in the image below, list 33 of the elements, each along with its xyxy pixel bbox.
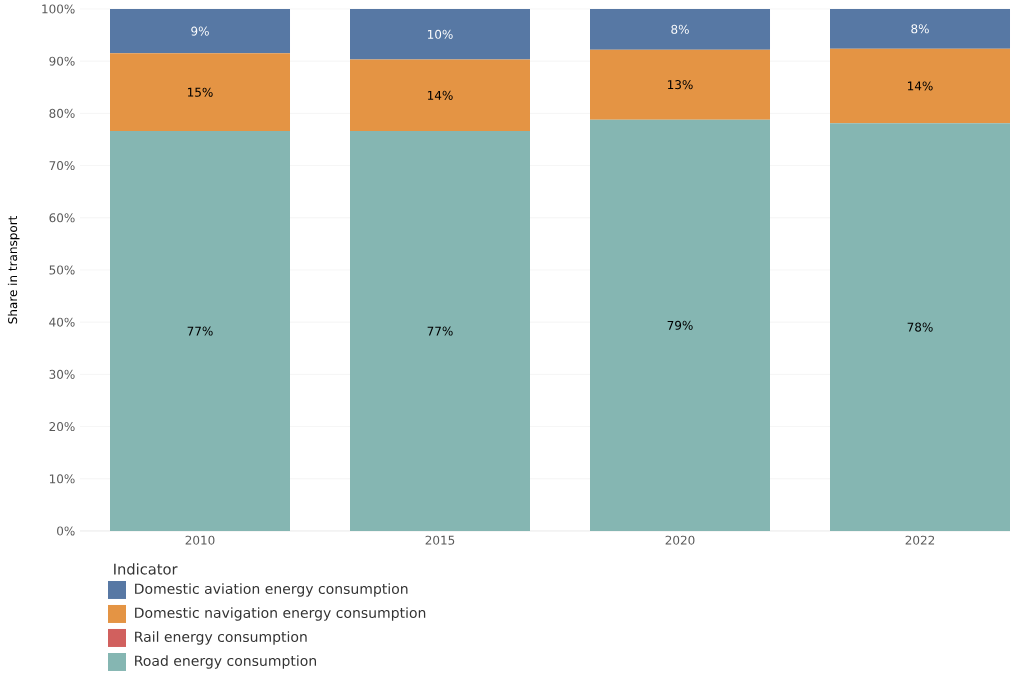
x-tick-label: 2022: [905, 535, 935, 545]
data-label: 10%: [427, 29, 453, 39]
y-tick-label: 100%: [42, 4, 75, 14]
data-label: 78%: [907, 322, 933, 332]
y-tick-label: 80%: [49, 108, 75, 118]
y-tick-label: 50%: [49, 265, 75, 275]
y-tick-label: 70%: [49, 160, 75, 171]
data-label: 77%: [187, 326, 213, 336]
y-tick-label: 0%: [57, 526, 75, 536]
x-tick-label: 2010: [185, 535, 215, 545]
data-label: 79%: [667, 320, 693, 330]
y-axis-title: Share in transport: [7, 215, 20, 324]
data-label: 15%: [187, 87, 213, 97]
data-label: 14%: [907, 81, 933, 91]
data-label: 8%: [671, 24, 689, 34]
data-label: 8%: [911, 24, 929, 34]
data-label: 9%: [191, 26, 209, 36]
y-tick-label: 40%: [49, 317, 75, 327]
data-label: 14%: [427, 90, 453, 100]
y-tick-label: 60%: [49, 213, 75, 223]
legend-title: Indicator: [114, 563, 178, 575]
y-tick-label: 90%: [49, 56, 75, 66]
x-tick-label: 2020: [665, 535, 695, 545]
legend-label: Domestic aviation energy consumption: [135, 583, 408, 597]
data-label: 13%: [667, 80, 693, 90]
data-label: 77%: [427, 326, 453, 336]
legend-label: Road energy consumption: [135, 655, 316, 669]
y-tick-label: 10%: [49, 474, 75, 484]
y-tick-label: 30%: [49, 369, 75, 379]
x-tick-label: 2015: [425, 535, 455, 545]
y-tick-label: 20%: [49, 421, 75, 432]
legend-label: Domestic navigation energy consumption: [135, 607, 426, 621]
legend-label: Rail energy consumption: [135, 631, 307, 645]
